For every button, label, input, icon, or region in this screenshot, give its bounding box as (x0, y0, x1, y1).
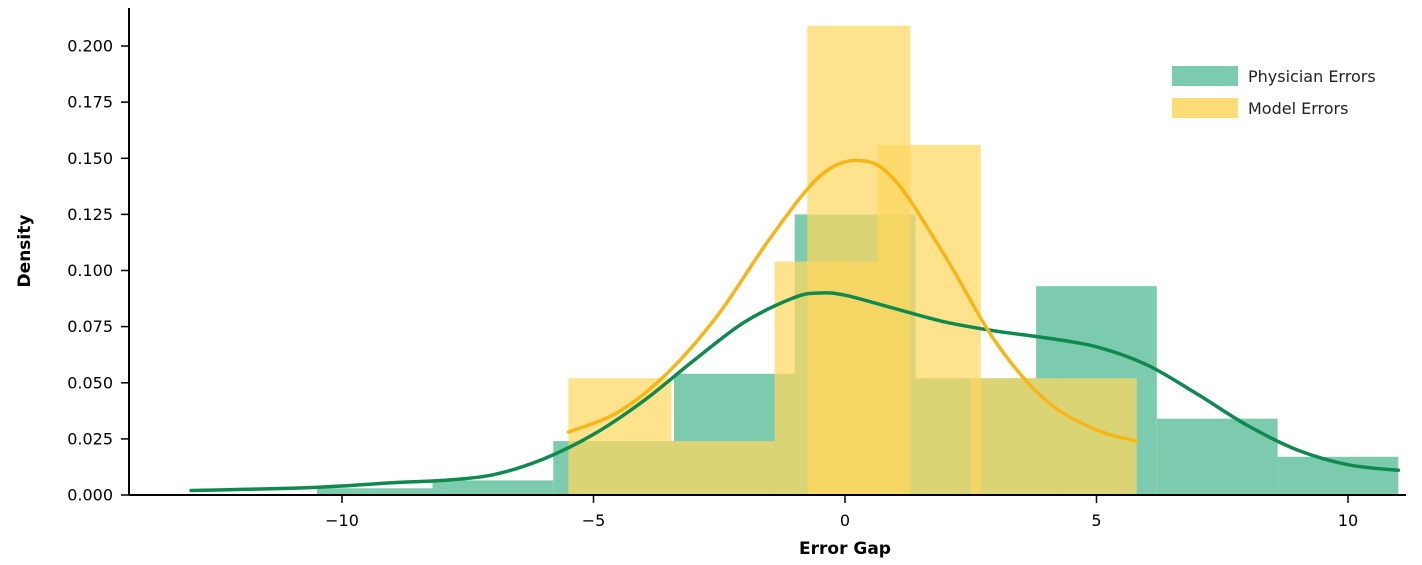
physician-kde-line (189, 291, 1401, 493)
physician-bar-1 (432, 480, 554, 495)
physician-bar-0 (316, 488, 433, 495)
x-tick-label: 5 (1091, 511, 1101, 530)
y-tick-label: 0.075 (67, 317, 113, 336)
x-axis-ticks: −10 −5 0 5 10 (325, 495, 1358, 530)
y-tick-label: 0.100 (67, 261, 113, 280)
y-tick-label: 0.200 (67, 37, 113, 56)
y-axis-title: Density (15, 215, 35, 288)
legend-label-physician: Physician Errors (1248, 67, 1376, 86)
model-bar-0 (568, 378, 672, 495)
legend: Physician Errors Model Errors (1172, 66, 1376, 118)
x-axis-title: Error Gap (799, 539, 891, 559)
legend-swatch-model (1172, 98, 1238, 118)
legend-swatch-physician (1172, 66, 1238, 86)
x-tick-label: 10 (1338, 511, 1358, 530)
kde-lines (189, 158, 1401, 493)
x-tick-label: −10 (325, 511, 359, 530)
model-bar-5 (970, 378, 1057, 495)
x-tick-label: 0 (840, 511, 850, 530)
model-bar-1 (671, 441, 775, 495)
model-errors-bars (568, 25, 1137, 496)
y-tick-label: 0.050 (67, 373, 113, 392)
y-tick-label: 0.175 (67, 93, 113, 112)
legend-label-model: Model Errors (1248, 99, 1348, 118)
y-tick-label: 0.125 (67, 205, 113, 224)
y-tick-label: 0.000 (67, 486, 113, 505)
y-tick-label: 0.025 (67, 429, 113, 448)
y-axis-ticks: 0.000 0.025 0.050 0.075 0.100 0.125 0.150 0.175… (67, 37, 129, 505)
x-tick-label: −5 (582, 511, 606, 530)
model-bar-4 (807, 25, 911, 496)
model-kde-line (566, 158, 1139, 443)
y-tick-label: 0.150 (67, 149, 113, 168)
